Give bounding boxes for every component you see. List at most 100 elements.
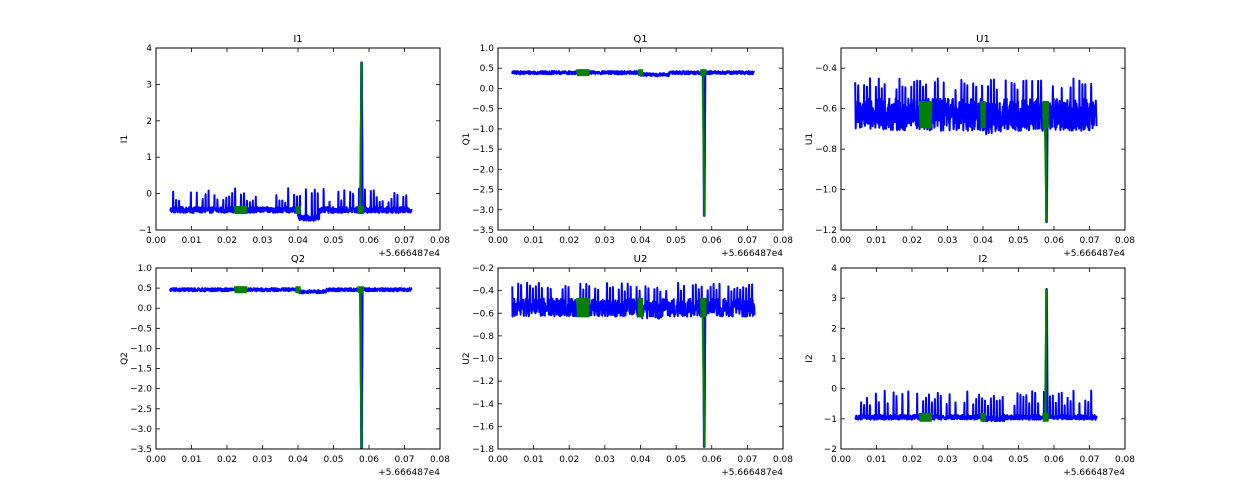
x-tick-label: 0.05 — [666, 455, 686, 465]
y-axis-label: U1 — [805, 133, 815, 145]
x-tick-label: 0.00 — [488, 236, 508, 246]
x-tick-label: 0.06 — [359, 455, 379, 465]
y-tick-label: −1.0 — [130, 344, 152, 354]
series-line-blue — [511, 281, 756, 448]
y-tick-label: 1 — [831, 355, 837, 365]
series-line-green — [1042, 101, 1049, 222]
series-line-green — [700, 69, 707, 216]
y-tick-label: −2.0 — [130, 385, 152, 395]
y-tick-label: −0.5 — [472, 105, 494, 115]
subplot-q1: 0.00 0.01 0.02 0.03 0.04 0.05 0.06 0.07 0.08 −3.5… — [462, 34, 793, 259]
y-tick-label: −0.6 — [472, 309, 494, 319]
series-line-green — [918, 412, 933, 422]
x-tick-label: 0.06 — [1044, 236, 1064, 246]
y-tick-label: −1.5 — [130, 365, 152, 375]
x-tick-label: 0.04 — [288, 236, 308, 246]
series-line-green — [1042, 288, 1049, 422]
subplot-title: U2 — [634, 254, 648, 265]
y-tick-label: −2 — [824, 445, 837, 455]
series-line-green — [637, 297, 644, 318]
x-tick-label: 0.03 — [252, 236, 272, 246]
y-tick-label: 3 — [831, 294, 837, 304]
y-tick-label: −0.8 — [472, 332, 494, 342]
y-axis-label: U2 — [462, 352, 472, 364]
y-tick-label: −2.0 — [472, 165, 494, 175]
series-line-green — [233, 205, 248, 215]
subplot-title: I2 — [978, 254, 987, 265]
x-tick-label: 0.07 — [737, 236, 757, 246]
y-axis-label: Q1 — [462, 133, 472, 146]
y-tick-label: 0.0 — [480, 84, 495, 94]
x-tick-label: 0.06 — [702, 236, 722, 246]
series-line-blue — [854, 288, 1098, 423]
x-tick-label: 0.05 — [323, 236, 343, 246]
x-tick-label: 0.02 — [902, 455, 922, 465]
y-tick-label: −0.8 — [815, 145, 837, 155]
x-tick-label: 0.07 — [394, 236, 414, 246]
subplot-title: U1 — [976, 34, 990, 45]
subplot-u2: 0.00 0.01 0.02 0.03 0.04 0.05 0.06 0.07 0.08 −1.8… — [462, 254, 793, 478]
x-tick-label: 0.01 — [524, 455, 544, 465]
y-tick-label: −1.0 — [472, 125, 494, 135]
series-line-green — [357, 286, 364, 449]
subplot-q2: 0.00 0.01 0.02 0.03 0.04 0.05 0.06 0.07 0.08 −3.5… — [120, 254, 450, 478]
y-tick-label: 0.0 — [138, 304, 153, 314]
x-tick-label: 0.00 — [831, 236, 851, 246]
x-tick-label: 0.04 — [630, 236, 650, 246]
y-tick-label: −0.5 — [130, 324, 152, 334]
y-tick-label: 2 — [831, 324, 837, 334]
y-tick-label: −1.5 — [472, 145, 494, 155]
x-tick-label: 0.03 — [595, 236, 615, 246]
subplot-i1: 0.00 0.01 0.02 0.03 0.04 0.05 0.06 0.07 0.08 −1 0 1… — [120, 34, 450, 259]
series-line-blue — [854, 77, 1098, 223]
x-offset-label: +5.666487e4 — [378, 468, 440, 478]
axes-frame — [840, 47, 1126, 231]
y-tick-label: −2.5 — [130, 405, 152, 415]
x-tick-label: 0.07 — [1079, 455, 1099, 465]
y-tick-label: −1 — [824, 415, 837, 425]
y-tick-label: −1.4 — [472, 400, 494, 410]
x-tick-label: 0.01 — [866, 236, 886, 246]
plot-area — [511, 281, 756, 448]
y-tick-label: −0.4 — [472, 287, 494, 297]
x-tick-label: 0.03 — [937, 236, 957, 246]
y-tick-label: −1.0 — [815, 186, 837, 196]
series-line-blue — [169, 61, 413, 222]
x-tick-label: 0.00 — [831, 455, 851, 465]
x-tick-label: 0.04 — [973, 455, 993, 465]
y-tick-label: −1.0 — [472, 355, 494, 365]
series-line-blue — [511, 70, 756, 217]
series-line-green — [295, 205, 301, 215]
x-tick-label: 0.02 — [217, 455, 237, 465]
x-offset-label: +5.666487e4 — [721, 468, 783, 478]
x-offset-label: +5.666487e4 — [1063, 249, 1125, 259]
x-tick-label: 0.05 — [323, 455, 343, 465]
x-tick-label: 0.02 — [559, 236, 579, 246]
x-tick-label: 0.01 — [181, 455, 201, 465]
series-line-green — [980, 412, 986, 422]
x-tick-label: 0.04 — [973, 236, 993, 246]
y-tick-label: 4 — [831, 264, 837, 274]
y-tick-label: 0.5 — [138, 284, 152, 294]
series-line-green — [295, 286, 301, 294]
x-tick-label: 0.01 — [181, 236, 201, 246]
y-tick-label: −3.5 — [130, 445, 152, 455]
x-tick-label: 0.07 — [1079, 236, 1099, 246]
y-tick-label: 0 — [146, 190, 152, 200]
x-tick-label: 0.01 — [524, 236, 544, 246]
x-tick-label: 0.07 — [394, 455, 414, 465]
x-tick-label: 0.04 — [630, 455, 650, 465]
x-offset-label: +5.666487e4 — [721, 249, 783, 259]
x-tick-label: 0.00 — [488, 455, 508, 465]
x-tick-label: 0.08 — [1115, 236, 1135, 246]
x-tick-label: 0.02 — [559, 455, 579, 465]
x-tick-label: 0.06 — [702, 455, 722, 465]
x-tick-label: 0.01 — [866, 455, 886, 465]
x-offset-label: +5.666487e4 — [378, 249, 440, 259]
y-tick-label: −2.5 — [472, 186, 494, 196]
x-tick-label: 0.00 — [146, 236, 166, 246]
y-tick-label: 1 — [146, 153, 152, 163]
x-tick-label: 0.08 — [430, 236, 450, 246]
subplot-i2: 0.00 0.01 0.02 0.03 0.04 0.05 0.06 0.07 0.08 −2 −1… — [805, 254, 1135, 478]
plot-area — [511, 69, 756, 217]
